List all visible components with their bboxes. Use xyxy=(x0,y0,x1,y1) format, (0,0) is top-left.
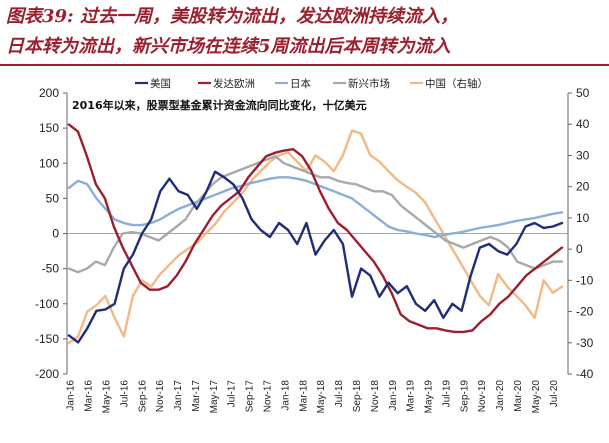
x-tick-label: Mar-16 xyxy=(84,380,95,412)
x-tick-label: Jul-20 xyxy=(549,380,560,408)
x-tick-label: Nov-17 xyxy=(263,380,274,413)
legend-label: 发达欧洲 xyxy=(213,77,255,90)
x-tick-label: May-16 xyxy=(101,380,112,414)
x-tick-label: Sep-19 xyxy=(459,380,470,413)
x-tick-label: Sep-18 xyxy=(352,380,363,413)
x-tick-label: May-18 xyxy=(316,380,327,414)
chart-annotation: 2016年以来，股票型基金累计资金流向同比变化，十亿美元 xyxy=(72,98,367,112)
x-tick-label: Sep-16 xyxy=(137,380,148,413)
x-tick-label: Nov-18 xyxy=(370,380,381,413)
chart-title: 图表39: 过去一周，美股转为流出，发达欧洲持续流入， 日本转为流出，新兴市场在… xyxy=(6,2,606,62)
right-tick-label: -20 xyxy=(576,305,594,319)
series-line xyxy=(67,176,564,239)
chart-title-line1: 图表39: 过去一周，美股转为流出，发达欧洲持续流入， xyxy=(6,6,458,27)
x-tick-label: Mar-17 xyxy=(191,380,202,412)
x-tick-label: Sep-17 xyxy=(245,380,256,413)
legend-label: 美国 xyxy=(150,77,171,90)
legend-label: 新兴市场 xyxy=(348,77,390,90)
right-tick-label: 0 xyxy=(576,242,583,256)
x-tick-label: Nov-16 xyxy=(155,380,166,413)
legend-label: 中国（右轴） xyxy=(425,77,488,90)
left-tick-label: 100 xyxy=(39,156,59,170)
left-tick-label: -150 xyxy=(35,332,59,346)
x-tick-label: Jan-17 xyxy=(173,380,184,411)
x-tick-label: Jul-19 xyxy=(441,380,452,408)
series-line xyxy=(67,154,564,274)
x-tick-label: May-19 xyxy=(424,380,435,414)
x-tick-label: Jul-17 xyxy=(227,380,238,408)
title-divider xyxy=(0,64,609,66)
x-tick-label: Jul-16 xyxy=(119,380,130,408)
x-tick-label: Mar-18 xyxy=(298,380,309,412)
right-tick-label: -30 xyxy=(576,336,594,350)
series-line xyxy=(67,129,564,344)
right-tick-label: 40 xyxy=(576,117,590,131)
right-tick-label: -40 xyxy=(576,367,594,381)
left-tick-label: 0 xyxy=(52,227,59,241)
right-tick-label: -10 xyxy=(576,273,594,287)
x-tick-label: Nov-19 xyxy=(477,380,488,413)
series-line xyxy=(67,123,564,334)
x-tick-label: Mar-19 xyxy=(406,380,417,412)
series-line xyxy=(67,170,564,344)
right-tick-label: 10 xyxy=(576,211,590,225)
left-tick-label: 200 xyxy=(39,86,59,100)
left-tick-label: 150 xyxy=(39,121,59,135)
x-tick-label: Mar-20 xyxy=(513,380,524,412)
right-tick-label: 30 xyxy=(576,148,590,162)
left-tick-label: -200 xyxy=(35,367,59,381)
x-tick-label: Jan-18 xyxy=(280,380,291,411)
left-tick-label: 50 xyxy=(46,191,60,205)
x-tick-label: May-20 xyxy=(531,380,542,414)
legend-label: 日本 xyxy=(290,77,311,90)
chart-title-line2: 日本转为流出，新兴市场在连续5周流出后本周转为流入 xyxy=(6,36,451,57)
left-tick-label: -50 xyxy=(42,262,60,276)
right-tick-label: 20 xyxy=(576,180,590,194)
x-tick-label: Jul-18 xyxy=(334,380,345,408)
x-tick-label: May-17 xyxy=(209,380,220,414)
right-tick-label: 50 xyxy=(576,86,590,100)
x-tick-label: Jan-16 xyxy=(66,380,77,411)
left-tick-label: -100 xyxy=(35,297,59,311)
x-tick-label: Jan-20 xyxy=(495,380,506,411)
x-tick-label: Jan-19 xyxy=(388,380,399,411)
